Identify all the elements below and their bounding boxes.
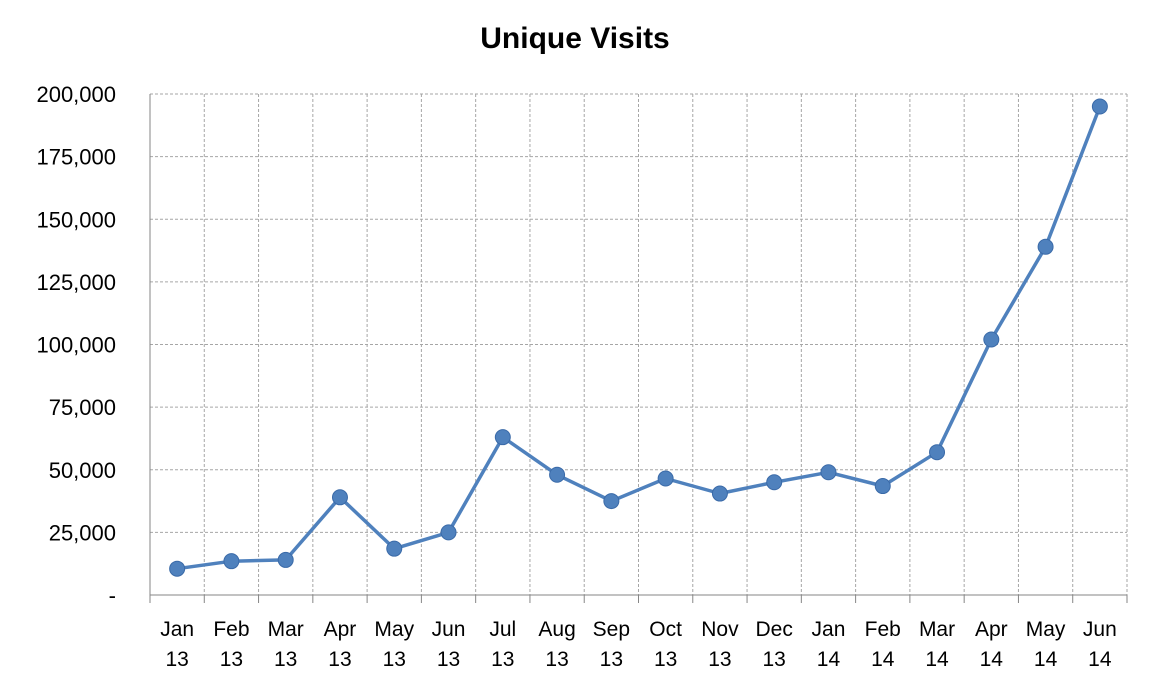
x-tick-year: 13 [708, 648, 731, 671]
series-line [176, 105, 1102, 571]
x-tick-year: 14 [925, 648, 949, 671]
y-tick-label: 200,000 [36, 82, 116, 107]
x-tick-year: 13 [491, 648, 514, 671]
data-point [1091, 98, 1108, 115]
y-tick-label: 50,000 [49, 458, 116, 483]
x-tick-year: 14 [871, 648, 895, 671]
x-tick-month: Oct [649, 618, 682, 641]
x-tick-label: Mar 13 [268, 618, 304, 671]
x-tick-year: 13 [545, 648, 568, 671]
data-point [711, 485, 728, 502]
x-tick-month: Jan [160, 618, 194, 641]
x-tick-label: Jan 14 [812, 618, 846, 671]
y-axis-tick-labels: - 25,000 50,000 75,000 100,000 125,000 150,000… [36, 82, 116, 608]
data-point [277, 551, 294, 568]
y-tick-label: 125,000 [36, 270, 116, 295]
y-tick-label: 25,000 [49, 520, 116, 545]
x-tick-month: Jun [432, 618, 466, 641]
x-tick-year: 14 [1088, 648, 1112, 671]
data-point [1037, 238, 1054, 255]
x-tick-label: Apr 13 [324, 618, 357, 671]
data-point [929, 444, 946, 461]
y-tick-label: 175,000 [36, 145, 116, 170]
data-point [983, 331, 1000, 348]
x-tick-label: Jul 13 [489, 618, 516, 671]
x-tick-year: 13 [383, 648, 406, 671]
x-tick-month: Jun [1083, 618, 1117, 641]
x-tick-year: 14 [1034, 648, 1058, 671]
series-visits [169, 98, 1108, 577]
x-tick-month: Feb [865, 618, 901, 641]
grid-lines [150, 93, 1128, 595]
x-tick-label: Dec 13 [756, 618, 793, 671]
x-tick-year: 13 [600, 648, 623, 671]
x-tick-year: 13 [274, 648, 297, 671]
y-tick-label: 75,000 [49, 395, 116, 420]
y-tick-label: - [109, 583, 116, 608]
x-tick-month: Mar [268, 618, 304, 641]
x-tick-label: May 14 [1026, 618, 1066, 671]
chart-title: Unique Visits [480, 22, 670, 55]
data-point [603, 493, 620, 510]
x-tick-year: 14 [817, 648, 841, 671]
data-point [331, 489, 348, 506]
x-tick-label: Feb 13 [213, 618, 249, 671]
x-tick-label: Feb 14 [865, 618, 901, 671]
data-point [549, 466, 566, 483]
x-tick-month: Apr [975, 618, 1008, 641]
x-tick-label: Apr 14 [975, 618, 1008, 671]
x-tick-year: 13 [220, 648, 243, 671]
data-point [440, 524, 457, 541]
x-tick-year: 13 [328, 648, 351, 671]
x-tick-label: Jan 13 [160, 618, 194, 671]
data-point [223, 553, 240, 570]
data-point [657, 470, 674, 487]
x-axis-tick-labels: Jan 13 Feb 13 Mar 13 Apr 13 May 13 Jun 13 Jul 13 Aug 13… [160, 618, 1117, 671]
x-tick-month: Sep [593, 618, 630, 641]
x-tick-label: Mar 14 [919, 618, 955, 671]
x-tick-label: Oct 13 [649, 618, 682, 671]
x-tick-month: May [374, 618, 414, 641]
data-point [820, 464, 837, 481]
x-tick-label: Jun 14 [1083, 618, 1117, 671]
x-tick-month: Nov [701, 618, 739, 641]
data-point [766, 474, 783, 491]
x-tick-year: 13 [437, 648, 460, 671]
axes [149, 94, 1128, 603]
x-tick-year: 13 [165, 648, 188, 671]
x-tick-label: May 13 [374, 618, 414, 671]
x-tick-label: Aug 13 [538, 618, 575, 671]
x-tick-month: Apr [324, 618, 357, 641]
x-tick-year: 13 [654, 648, 677, 671]
x-tick-month: Dec [756, 618, 793, 641]
data-point [386, 540, 403, 557]
x-tick-month: May [1026, 618, 1066, 641]
x-tick-year: 13 [763, 648, 786, 671]
y-tick-label: 100,000 [36, 333, 116, 358]
x-tick-year: 14 [980, 648, 1004, 671]
y-tick-label: 150,000 [36, 207, 116, 232]
x-tick-month: Aug [538, 618, 575, 641]
x-tick-month: Jan [812, 618, 846, 641]
x-tick-month: Feb [213, 618, 249, 641]
x-tick-month: Mar [919, 618, 955, 641]
x-tick-label: Jun 13 [432, 618, 466, 671]
x-tick-month: Jul [489, 618, 516, 641]
x-tick-label: Nov 13 [701, 618, 739, 671]
x-tick-label: Sep 13 [593, 618, 630, 671]
data-point [169, 560, 186, 577]
data-point [494, 429, 511, 446]
data-point [874, 478, 891, 495]
